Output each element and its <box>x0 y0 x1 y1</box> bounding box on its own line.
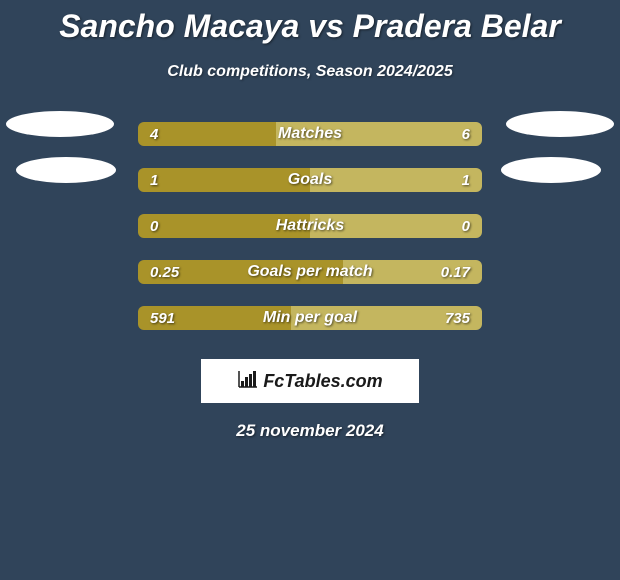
bar-value-left: 0 <box>150 218 158 235</box>
bar-track <box>138 122 482 146</box>
stat-row: Min per goal591735 <box>0 295 620 341</box>
comparison-chart: Matches46Goals11Hattricks00Goals per mat… <box>0 111 620 341</box>
bar-right-segment <box>310 168 482 192</box>
stat-row: Goals per match0.250.17 <box>0 249 620 295</box>
bar-value-left: 1 <box>150 172 158 189</box>
logo-box[interactable]: FcTables.com <box>201 359 419 403</box>
bar-track <box>138 260 482 284</box>
page-title: Sancho Macaya vs Pradera Belar <box>0 0 620 45</box>
bar-track <box>138 168 482 192</box>
bar-value-right: 6 <box>462 126 470 143</box>
bar-left-segment <box>138 214 310 238</box>
stat-row: Goals11 <box>0 157 620 203</box>
bar-value-right: 0.17 <box>441 264 470 281</box>
bar-right-segment <box>276 122 482 146</box>
bar-value-left: 0.25 <box>150 264 179 281</box>
bar-value-right: 0 <box>462 218 470 235</box>
bar-value-right: 1 <box>462 172 470 189</box>
logo-text: FcTables.com <box>237 369 382 394</box>
logo-label: FcTables.com <box>263 371 382 392</box>
stat-row: Matches46 <box>0 111 620 157</box>
date-line: 25 november 2024 <box>0 421 620 441</box>
bar-left-segment <box>138 122 276 146</box>
bar-value-left: 4 <box>150 126 158 143</box>
bar-value-right: 735 <box>445 310 470 327</box>
bar-right-segment <box>310 214 482 238</box>
bar-left-segment <box>138 168 310 192</box>
bars-icon <box>237 369 259 394</box>
bar-value-left: 591 <box>150 310 175 327</box>
bar-track <box>138 306 482 330</box>
stat-row: Hattricks00 <box>0 203 620 249</box>
page-subtitle: Club competitions, Season 2024/2025 <box>0 63 620 81</box>
bar-track <box>138 214 482 238</box>
